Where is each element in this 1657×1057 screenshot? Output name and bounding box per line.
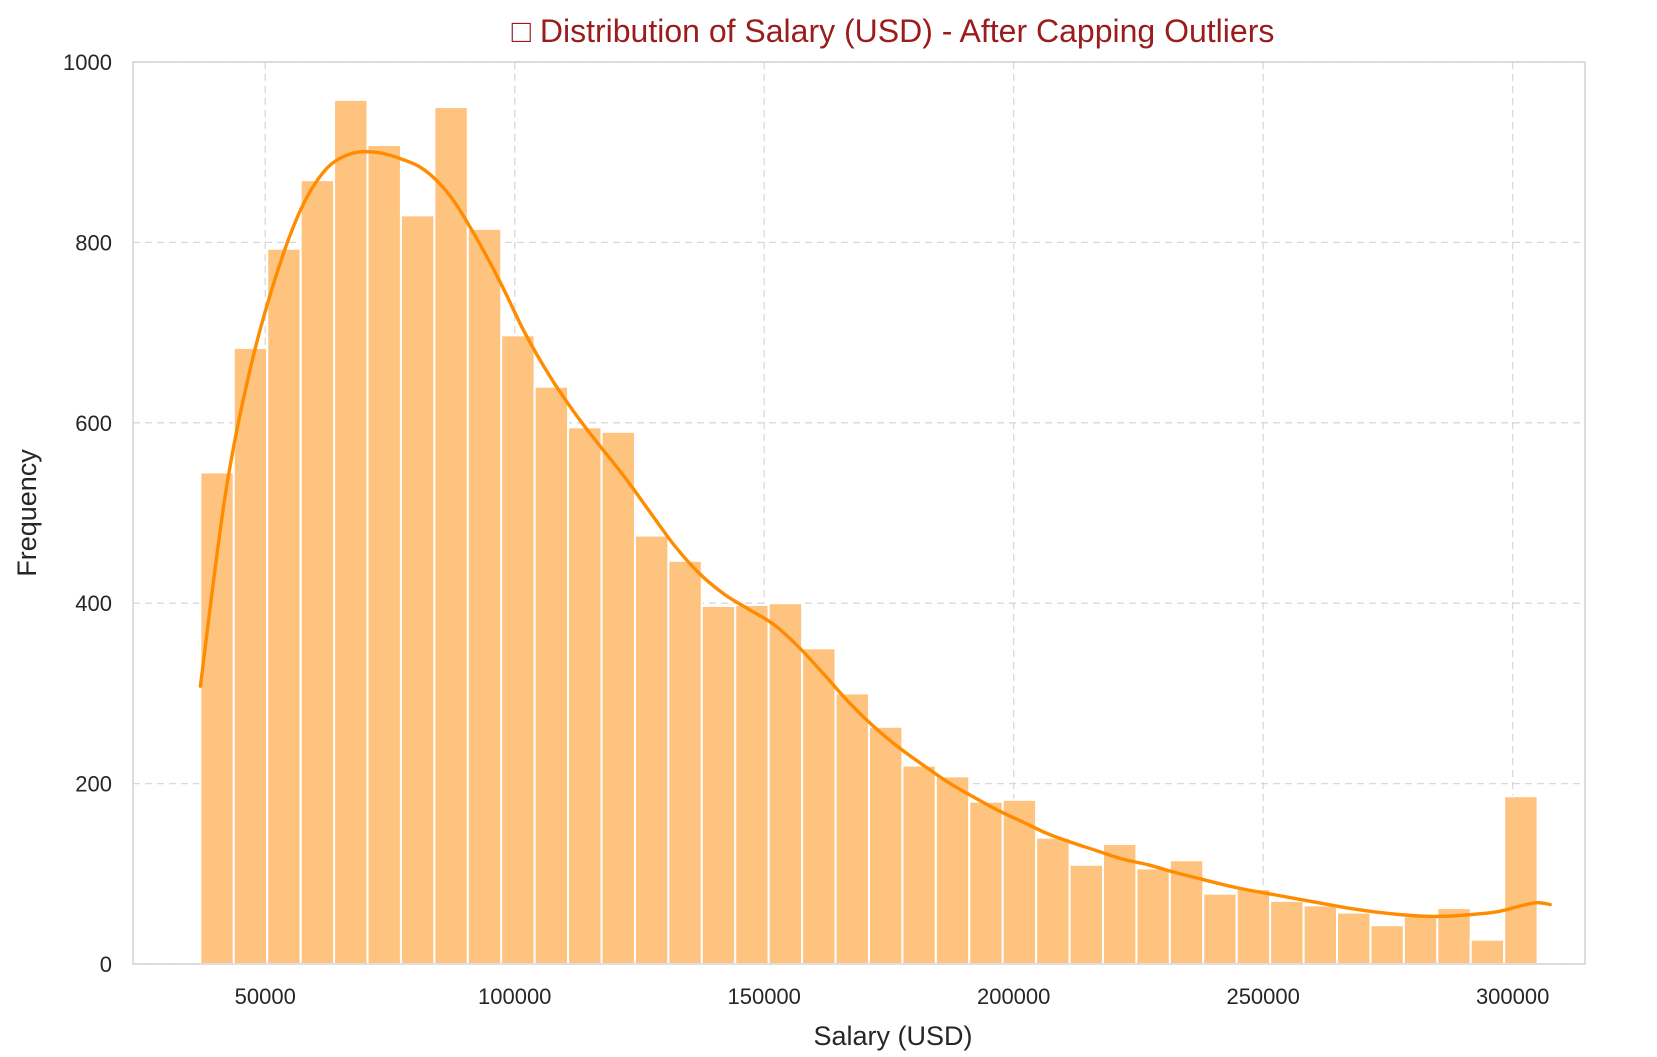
y-tick-label: 1000 [63,50,112,75]
histogram-bars [199,98,1539,966]
histogram-bar [1035,836,1071,965]
histogram-bar [533,385,570,966]
y-tick-label: 400 [75,591,112,616]
y-axis-label: Frequency [12,449,42,577]
histogram-bar [633,534,670,965]
x-tick-label: 300000 [1476,984,1549,1009]
histogram-bar [734,604,770,966]
histogram-bar [767,602,804,965]
x-tick-label: 50000 [235,984,296,1009]
histogram-bar [867,725,904,965]
histogram-bar [1336,911,1372,965]
histogram-bar [1135,867,1171,965]
plot-frame [132,61,1586,965]
histogram-bar [299,179,336,966]
histogram-bar [1402,915,1439,965]
histogram-bar [466,227,503,965]
histogram-bar [934,775,971,965]
histogram-bar [801,647,837,965]
histogram-bar [1369,924,1405,965]
x-tick-label: 150000 [727,984,800,1009]
y-tick-label: 600 [75,411,112,436]
histogram-bar [232,346,269,965]
histogram-bar [567,426,603,965]
kde-curve [198,149,1552,919]
histogram-bar [366,143,402,965]
histogram-bar [901,764,937,965]
histogram-bar [266,247,302,966]
histogram-bar [1068,863,1104,966]
y-tick-label: 800 [75,230,112,255]
y-tick-label: 200 [75,772,112,797]
histogram-bar [433,106,469,966]
x-axis-label: Salary (USD) [813,1021,972,1051]
histogram-bar [1503,795,1539,966]
y-axis-ticks: 0 200 400 600 800 1000 [63,50,112,977]
histogram-bar [1235,888,1272,965]
histogram-bar [1302,904,1339,965]
histogram-bar [667,559,703,966]
histogram-bar [1202,892,1238,965]
x-tick-label: 100000 [478,984,551,1009]
histogram-bar [700,604,737,965]
histogram-bar [1269,899,1305,965]
x-tick-label: 200000 [977,984,1050,1009]
histogram-bar [333,98,369,966]
y-tick-label: 0 [100,952,112,977]
histogram-bar [600,430,636,965]
histogram-bar [834,692,870,966]
histogram-bar [500,334,536,965]
x-axis-ticks: 50000 100000 150000 200000 250000 300000 [235,984,1550,1009]
histogram-bar [968,800,1004,966]
chart-title: □ Distribution of Salary (USD) - After C… [512,13,1275,49]
histogram-bar [1469,938,1506,965]
x-tick-label: 250000 [1226,984,1299,1009]
histogram-bar [399,214,436,965]
